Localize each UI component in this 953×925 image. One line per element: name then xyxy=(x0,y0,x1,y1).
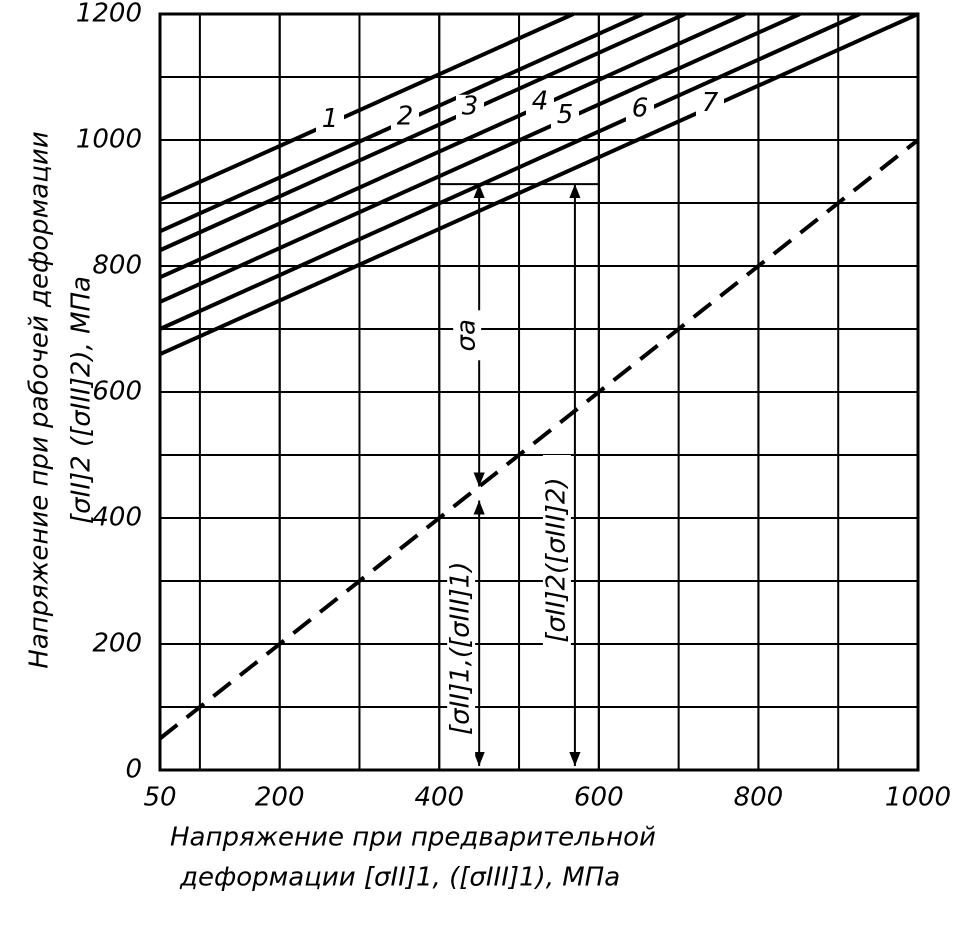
label-gap xyxy=(526,90,554,121)
y-tick-label: 1200 xyxy=(76,0,142,29)
series-line xyxy=(159,12,861,331)
series-line xyxy=(159,12,686,253)
series-label: 7 xyxy=(702,88,719,118)
label-gap xyxy=(316,107,344,138)
x-tick-label: 400 xyxy=(414,783,464,813)
y-tick-label: 400 xyxy=(92,503,142,533)
series-label: 1 xyxy=(322,104,339,134)
y-axis-title: Напряжение при рабочей деформации xyxy=(25,131,55,668)
y-tick-label: 1000 xyxy=(76,125,142,155)
series-line xyxy=(159,12,801,304)
plot-frame xyxy=(158,12,920,772)
label-gap xyxy=(696,91,724,122)
y-tick-label: 600 xyxy=(92,377,142,407)
label-gap xyxy=(626,96,654,127)
series-line xyxy=(159,12,746,280)
y-tick-label: 0 xyxy=(125,755,142,785)
x-tick-label: 50 xyxy=(143,783,176,813)
y-tick-label: 200 xyxy=(92,629,142,659)
series-label: 4 xyxy=(532,87,549,117)
x-tick-label: 800 xyxy=(734,783,784,813)
x-tick-label: 600 xyxy=(574,783,624,813)
series-label: 2 xyxy=(397,102,414,132)
x-tick-label: 1000 xyxy=(885,783,951,813)
x-axis-title: Напряжение при предварительной xyxy=(170,823,656,853)
annotation: σa xyxy=(452,319,482,351)
series-line xyxy=(159,12,575,202)
annotation: [σII]1,([σIII]1) xyxy=(446,561,476,735)
label-gap xyxy=(542,455,571,665)
y-tick-label: 800 xyxy=(92,251,142,281)
label-gap xyxy=(551,103,579,134)
series-line xyxy=(158,138,920,741)
label-gap xyxy=(391,105,419,136)
x-tick-label: 200 xyxy=(255,783,305,813)
series-label: 6 xyxy=(632,93,649,123)
label-gap xyxy=(453,310,482,361)
x-axis-title: деформации [σII]1, ([σIII]1), МПа xyxy=(179,863,620,893)
label-gap xyxy=(456,94,484,125)
series-label: 5 xyxy=(557,100,574,130)
series-label: 3 xyxy=(462,91,479,121)
annotation: [σII]2([σIII]2) xyxy=(541,477,571,642)
y-axis-title: [σII]2 ([σIII]2), МПа xyxy=(67,276,97,524)
label-gap xyxy=(447,533,476,764)
